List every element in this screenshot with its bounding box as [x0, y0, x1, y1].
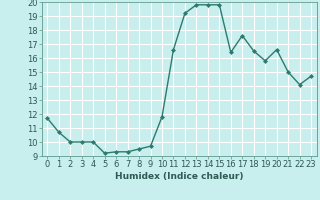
- X-axis label: Humidex (Indice chaleur): Humidex (Indice chaleur): [115, 172, 244, 181]
